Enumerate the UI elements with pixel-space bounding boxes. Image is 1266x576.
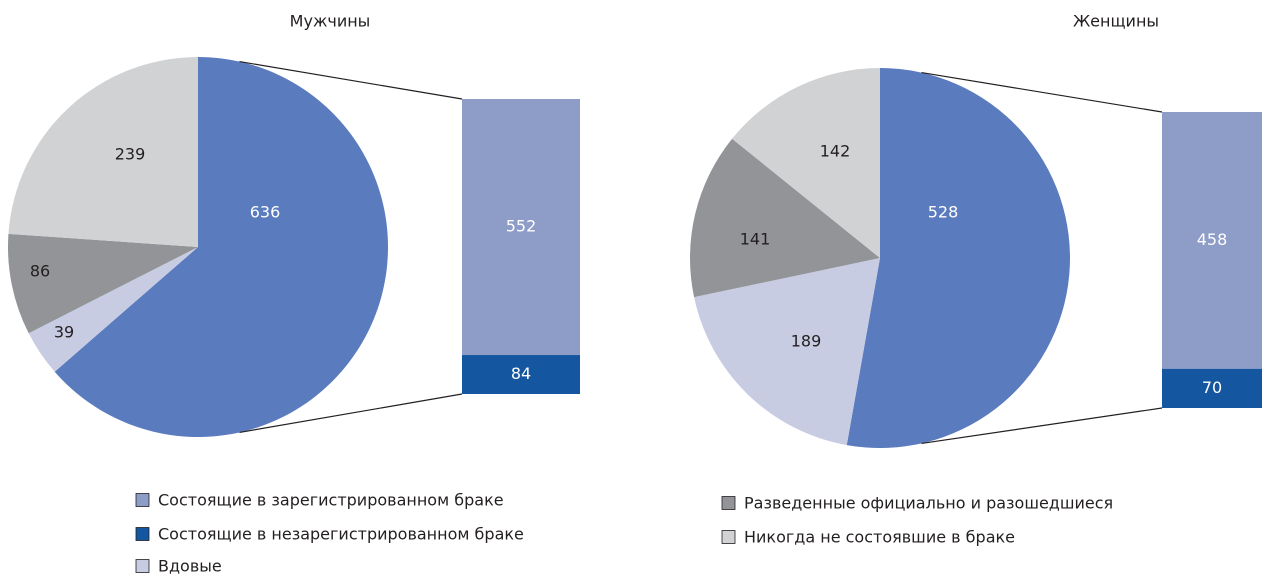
bar-segment [462,99,580,356]
slice-label: 86 [30,262,50,281]
slice-label: 636 [250,203,281,222]
slice-label: 528 [928,203,959,222]
legend-swatch [721,496,736,510]
slice-label: 189 [791,332,822,351]
chart-title: Женщины [1073,12,1159,31]
pie-slice [8,57,198,247]
pie-slice [846,68,1070,448]
pie-slice [28,247,199,372]
legend-swatch [135,559,150,573]
connector [239,393,463,434]
legend-swatch [135,493,150,507]
bar-label: 84 [511,364,531,383]
bar-label: 70 [1202,378,1222,397]
legend-label: Состоящие в незарегистрированном браке [158,525,524,544]
legend-label: Никогда не состоявшие в браке [744,528,1015,547]
bar-segment [462,355,580,394]
legend-label: Вдовые [158,557,222,576]
bar-segment [1162,112,1262,369]
pie-slice [54,57,389,437]
slice-label: 39 [54,323,74,342]
connector [921,407,1163,445]
pie-slice [7,233,198,334]
chart-title: Мужчины [290,12,371,31]
legend-swatch [721,530,736,544]
slice-label: 239 [115,145,146,164]
slice-label: 142 [820,142,851,161]
pie-slice [690,138,880,298]
legend-label: Разведенные официально и разошедшиеся [744,494,1113,513]
pie-slice [732,68,880,258]
bar-segment [1162,368,1262,408]
legend-label: Состоящие в зарегистрированном браке [158,491,504,510]
legend-swatch [135,527,150,541]
bar-label: 458 [1197,230,1228,249]
slice-label: 141 [740,230,771,249]
bar-label: 552 [506,217,537,236]
connector [921,71,1163,113]
pie-slice [694,258,880,446]
connector [239,60,463,100]
